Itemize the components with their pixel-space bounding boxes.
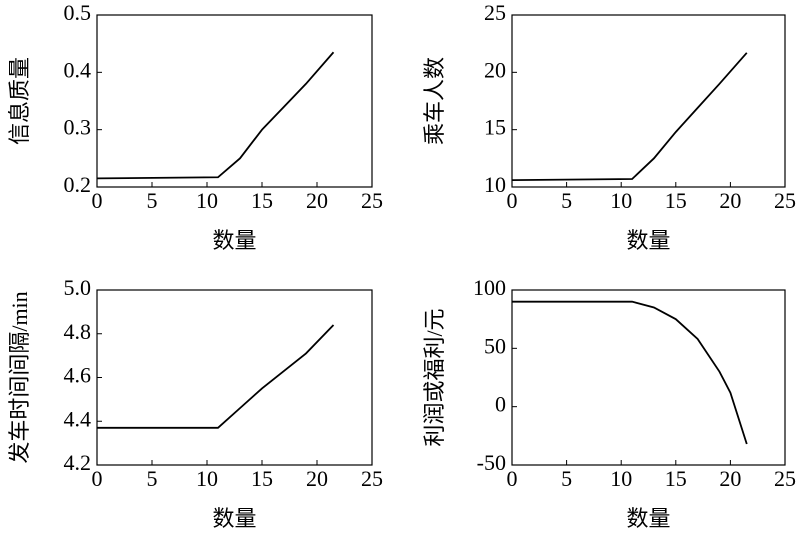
- y-tick-label: 4.6: [64, 363, 92, 388]
- y-tick-label: 50: [484, 333, 506, 358]
- x-tick-label: 10: [196, 188, 218, 213]
- x-tick-label: 15: [665, 466, 687, 491]
- x-axis-label: 数量: [212, 228, 256, 253]
- x-tick-label: 15: [251, 188, 273, 213]
- y-tick-label: 0: [495, 392, 506, 417]
- x-tick-label: 5: [147, 466, 158, 491]
- x-tick-label: 25: [361, 466, 383, 491]
- y-tick-label: 4.2: [64, 450, 92, 475]
- data-line: [96, 51, 335, 180]
- y-tick-label: 0.5: [64, 0, 92, 25]
- x-tick-label: 10: [196, 466, 218, 491]
- x-tick-label: 25: [361, 188, 383, 213]
- x-tick-label: 25: [774, 188, 796, 213]
- y-tick-label: 4.4: [64, 406, 92, 431]
- x-axis-label: 数量: [212, 506, 256, 531]
- plot-frame: [511, 289, 786, 466]
- y-tick-label: 0.4: [64, 57, 92, 82]
- y-tick-label: 0.2: [64, 172, 92, 197]
- x-tick-label: 10: [610, 188, 632, 213]
- data-line: [512, 300, 748, 445]
- y-tick-label: 5.0: [64, 275, 92, 300]
- x-tick-label: 5: [561, 188, 572, 213]
- x-tick-label: 20: [719, 466, 741, 491]
- y-tick-label: 15: [484, 115, 506, 140]
- y-axis-label: 利润或福利/元: [422, 308, 447, 446]
- y-axis-label: 乘车人数: [422, 57, 447, 145]
- x-tick-label: 0: [92, 188, 103, 213]
- x-tick-label: 10: [610, 466, 632, 491]
- y-tick-label: 4.8: [64, 319, 92, 344]
- x-tick-label: 0: [507, 466, 518, 491]
- x-tick-label: 5: [561, 466, 572, 491]
- x-tick-label: 0: [507, 188, 518, 213]
- y-axis-label: 信息质量: [7, 57, 32, 145]
- x-axis-label: 数量: [626, 506, 670, 531]
- x-tick-label: 20: [719, 188, 741, 213]
- x-tick-label: 15: [665, 188, 687, 213]
- y-tick-label: 25: [484, 0, 506, 25]
- y-axis-label: 发车时间间隔/min: [7, 291, 32, 463]
- x-tick-label: 20: [306, 188, 328, 213]
- y-tick-label: 100: [473, 275, 506, 300]
- x-tick-label: 5: [147, 188, 158, 213]
- data-line: [511, 52, 748, 182]
- plot-frame: [96, 14, 373, 188]
- x-tick-label: 20: [306, 466, 328, 491]
- y-tick-label: 0.3: [64, 115, 92, 140]
- y-tick-label: -50: [477, 450, 506, 475]
- x-tick-label: 0: [92, 466, 103, 491]
- plot-frame: [511, 14, 786, 188]
- y-tick-label: 10: [484, 172, 506, 197]
- data-line: [97, 324, 335, 429]
- x-axis-label: 数量: [626, 228, 670, 253]
- x-tick-label: 15: [251, 466, 273, 491]
- y-tick-label: 20: [484, 57, 506, 82]
- plot-frame: [96, 289, 373, 466]
- x-tick-label: 25: [774, 466, 796, 491]
